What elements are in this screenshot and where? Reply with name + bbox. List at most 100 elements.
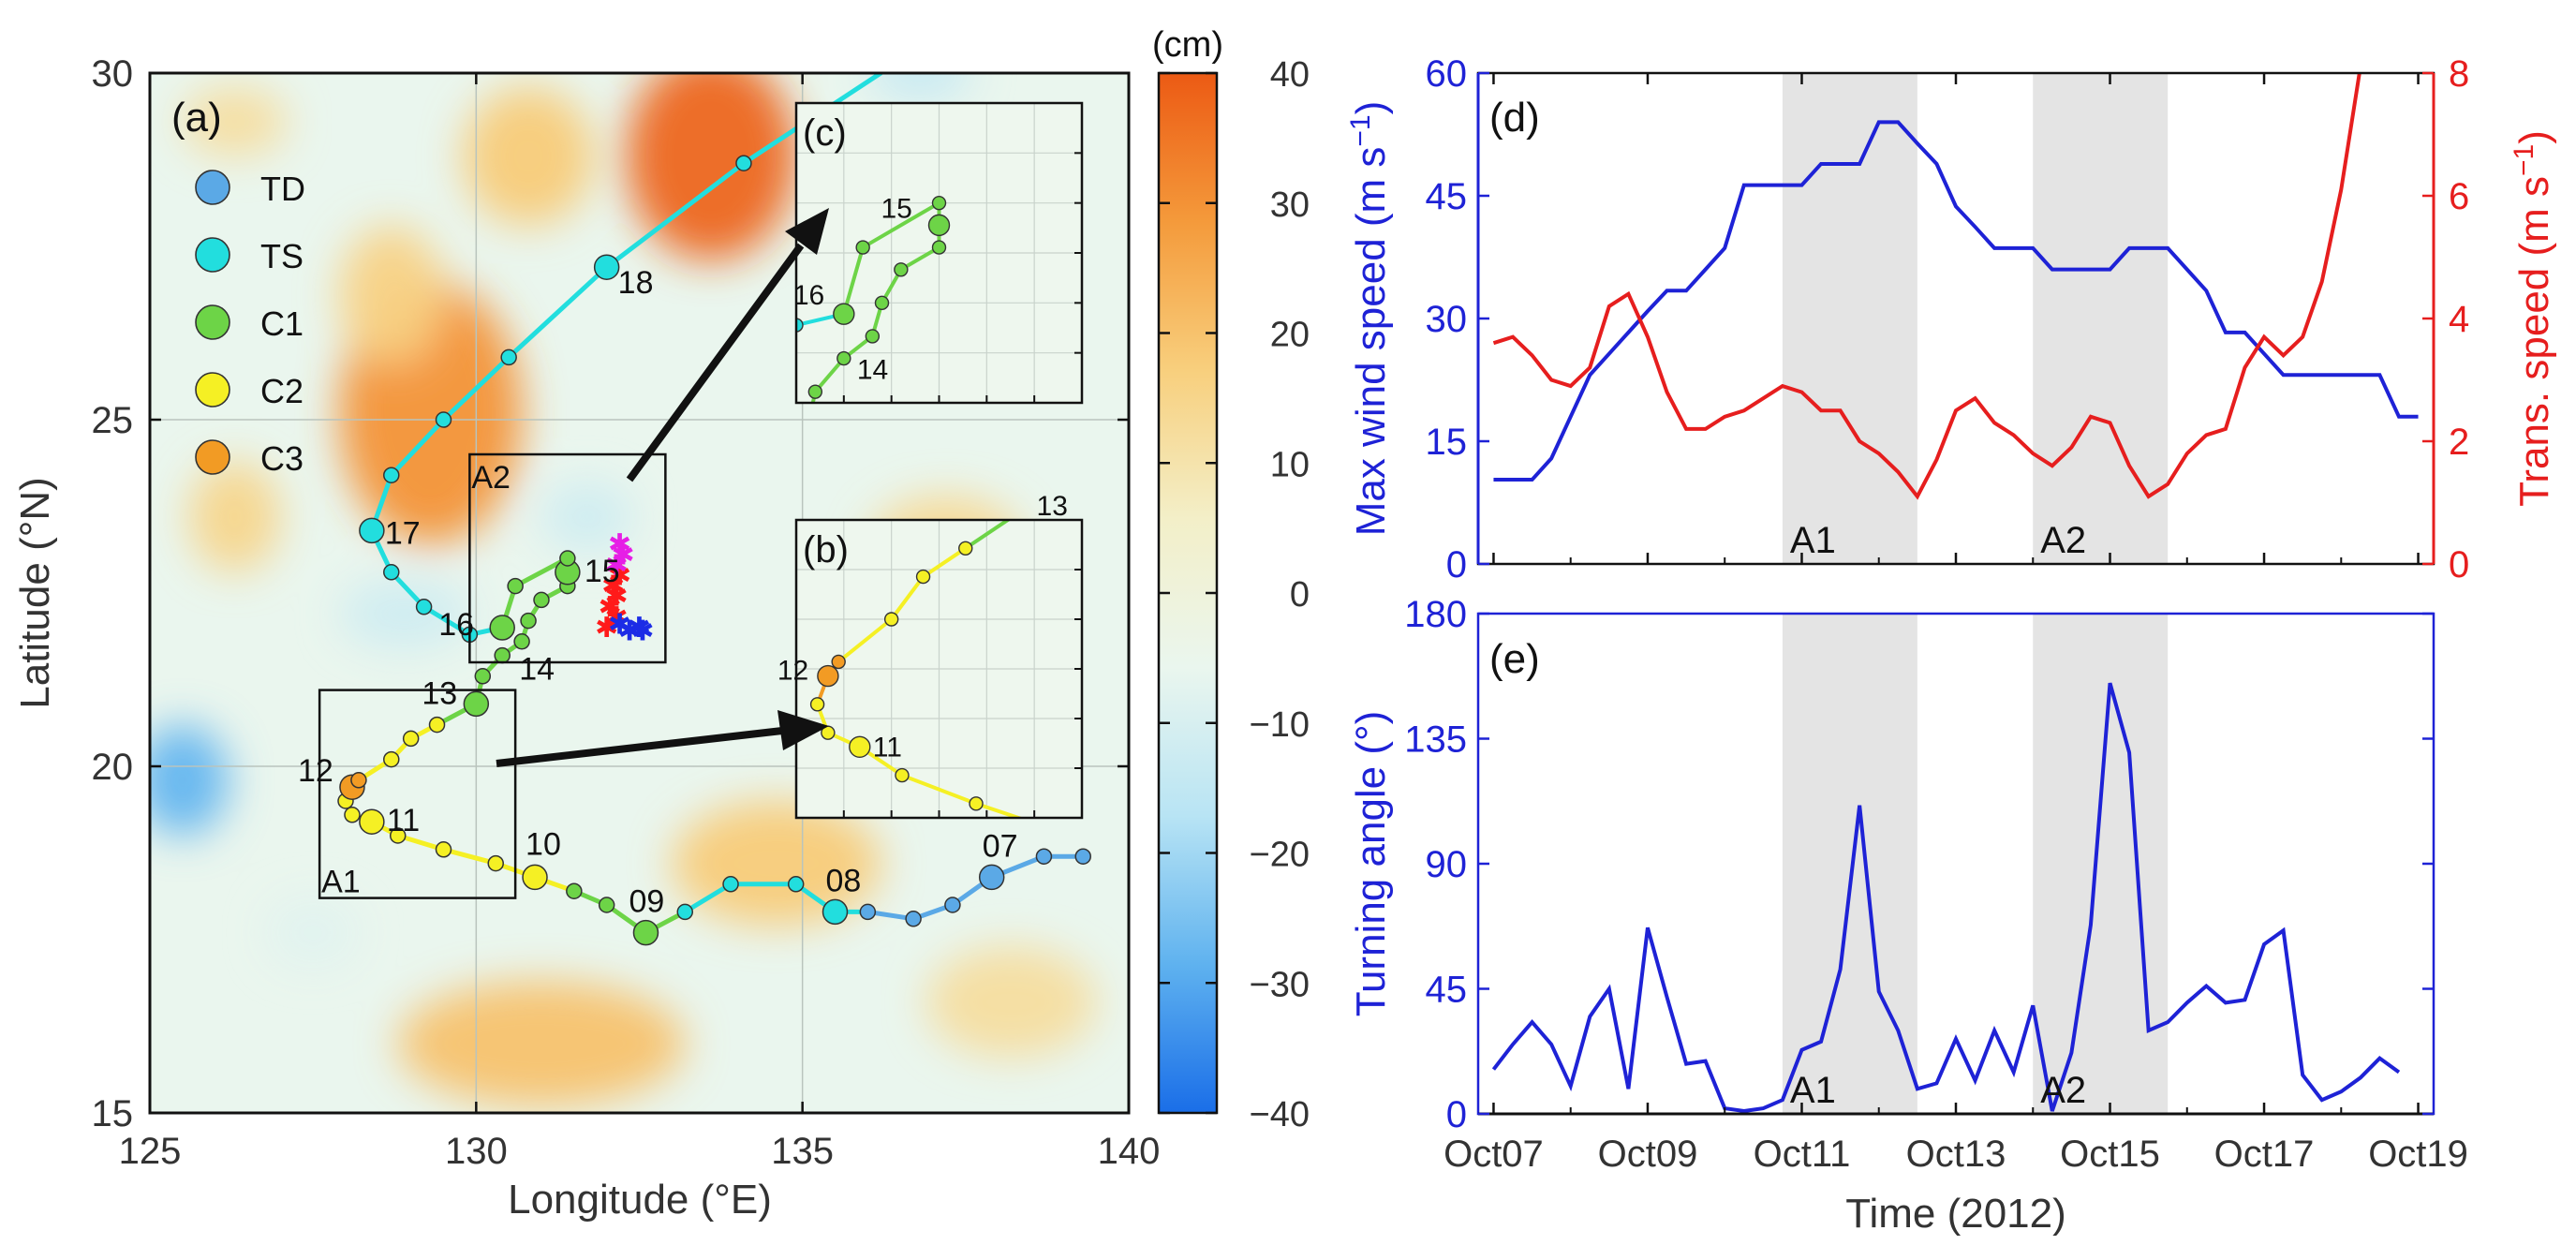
inset-c-panel-label: (c) <box>803 112 847 154</box>
panel-e-xtick-label-13: Oct13 <box>1906 1134 2006 1175</box>
float-path-2 <box>618 623 644 633</box>
float-marker-0-3: ✱ <box>605 582 629 613</box>
inset-b-grid <box>796 520 1082 818</box>
map-xtick-label-130: 130 <box>445 1131 508 1172</box>
legend-marker-C2 <box>195 372 230 408</box>
map-ylabel: Latitude (°N) <box>12 477 58 708</box>
panel-d-left-tick-label-45: 45 <box>1426 176 1468 217</box>
inset-b-panel-label: (b) <box>803 529 849 571</box>
panel-e-ytick-label-0: 0 <box>1446 1094 1467 1135</box>
anomaly-blob-14 <box>182 86 288 156</box>
inset-c-seg-30 <box>899 245 940 272</box>
panel-e-ytick-label-90: 90 <box>1426 844 1468 885</box>
region-box-a1 <box>318 689 517 899</box>
d-left-ylabel-text-sup: −1 <box>1345 114 1376 146</box>
panel-d-frame <box>1476 71 2435 566</box>
inset-b-seg-14 <box>975 801 1025 818</box>
map-xtick-label-140: 140 <box>1098 1131 1161 1172</box>
legend-label-TD: TD <box>260 170 305 208</box>
map-xtick-label-135: 135 <box>771 1131 834 1172</box>
track-segment-42 <box>506 264 610 360</box>
anomaly-blob-8 <box>926 946 1097 1058</box>
panel-d-left-tick-label-60: 60 <box>1426 53 1468 95</box>
track-date-label-16: 16 <box>438 607 474 643</box>
inset-c-pt-27 <box>836 350 851 366</box>
colorbar-tick-label-6: −20 <box>1250 836 1310 875</box>
track-point-13 <box>522 864 548 891</box>
float-marker-0-0: ✱ <box>595 613 618 644</box>
inset-b-labels: 11 12 13 <box>777 491 1068 763</box>
colorbar-tick-label-1: 30 <box>1270 185 1310 225</box>
inset-b-pt-24 <box>958 541 973 556</box>
track-point-33 <box>559 550 576 567</box>
inset-b-seg-22 <box>890 575 925 621</box>
panel-e-xtick-label-9: Oct09 <box>1598 1134 1698 1175</box>
anomaly-blob-4 <box>188 461 281 572</box>
anomaly-blob-13 <box>867 73 972 101</box>
track-date-label-13: 13 <box>422 675 457 711</box>
float-path-1 <box>614 543 625 567</box>
track-point-11 <box>598 897 615 913</box>
anomaly-blob-3 <box>339 225 444 364</box>
track-date-label-15: 15 <box>585 554 620 589</box>
inset-b-label-13: 13 <box>1037 491 1068 522</box>
inset-b-pt-16 <box>895 767 910 783</box>
legend-label-C3: C3 <box>260 439 303 478</box>
panel-d-shade-A1 <box>1782 73 1917 564</box>
track-point-3 <box>944 897 961 913</box>
panel-d-label: (d) <box>1489 95 1540 141</box>
category-legend: TD TS C1 C2 C3 <box>195 170 305 478</box>
inset-c-pt-31 <box>931 240 947 255</box>
track-point-37 <box>415 599 433 615</box>
panel-e-ticks: 0 45 90 135 180 Oct07 Oct09 Oct11 Oct13 Oct15 Oct1… <box>1404 594 2468 1175</box>
map-ytick-label-20: 20 <box>92 747 134 788</box>
track-segment-8 <box>682 882 733 914</box>
anomaly-blob-10 <box>339 579 470 649</box>
track-point-26 <box>474 668 492 685</box>
colorbar-tick-label-4: 0 <box>1290 575 1310 615</box>
colorbar-tick-label-8: −40 <box>1250 1095 1310 1134</box>
inset-c-seg-34 <box>841 246 866 315</box>
track-point-14 <box>487 854 504 872</box>
float-marker-1-1: ✱ <box>612 540 635 571</box>
colorbar-unit: (cm) <box>1152 25 1223 65</box>
inset-b-pt-21 <box>831 654 846 670</box>
track-point-9 <box>676 903 694 921</box>
track-point-30 <box>533 591 550 609</box>
region-box-a2 <box>468 452 667 664</box>
anomaly-blob-15 <box>267 897 359 968</box>
track-point-34 <box>507 577 524 595</box>
panel-e-shading-labels: A1 A2 <box>1790 1070 2086 1111</box>
colorbar-tick-label-0: 40 <box>1270 55 1310 95</box>
track-date-label-11: 11 <box>387 803 420 838</box>
map-axis-tick-labels: 125 130 135 140 15 20 25 30 <box>92 53 1161 1172</box>
track-point-23 <box>402 730 420 748</box>
legend-marker-TD <box>195 170 230 205</box>
track-point-2 <box>978 864 1005 891</box>
map-ytick-label-15: 15 <box>92 1093 134 1134</box>
float-marker-0-4: ✱ <box>601 571 625 602</box>
float-marker-2-0: ✱ <box>608 609 631 640</box>
panel-e-lines <box>1491 682 2401 1114</box>
inset-c-track <box>796 195 951 403</box>
map-ytick-label-25: 25 <box>92 400 134 441</box>
panel-e-shade-label-A2: A2 <box>2040 1070 2086 1111</box>
panel-d-left-ylabel-text: Max wind speed (m s−1) <box>1345 101 1395 537</box>
track-date-label-18: 18 <box>618 265 654 301</box>
inset-b-track <box>809 520 1025 818</box>
panel-d-shade-label-A2: A2 <box>2040 520 2086 561</box>
map-panel: ✱✱✱✱✱✱✱✱✱✱✱✱✱✱ 070809101112131415161718 … <box>12 25 1310 1223</box>
panel-e-xlabel: Time (2012) <box>1845 1191 2066 1237</box>
legend-label-TS: TS <box>260 237 303 275</box>
inset-arrows <box>496 208 829 767</box>
inset-b-pt-19 <box>809 697 825 712</box>
inset-b-seg-23 <box>922 546 967 579</box>
region-box-a2-label: A2 <box>471 460 511 496</box>
inset-c: 14 15 16 (c) <box>793 101 1084 405</box>
float-marker-1-2: ✱ <box>608 529 631 560</box>
track-date-label-08: 08 <box>826 863 862 898</box>
track-point-0 <box>1074 848 1091 865</box>
colorbar: 40 30 20 10 0 −10 −20 −30 −40 (cm) <box>1152 25 1310 1134</box>
arrow-head-c <box>785 208 829 255</box>
arrow-head-b <box>777 710 829 750</box>
